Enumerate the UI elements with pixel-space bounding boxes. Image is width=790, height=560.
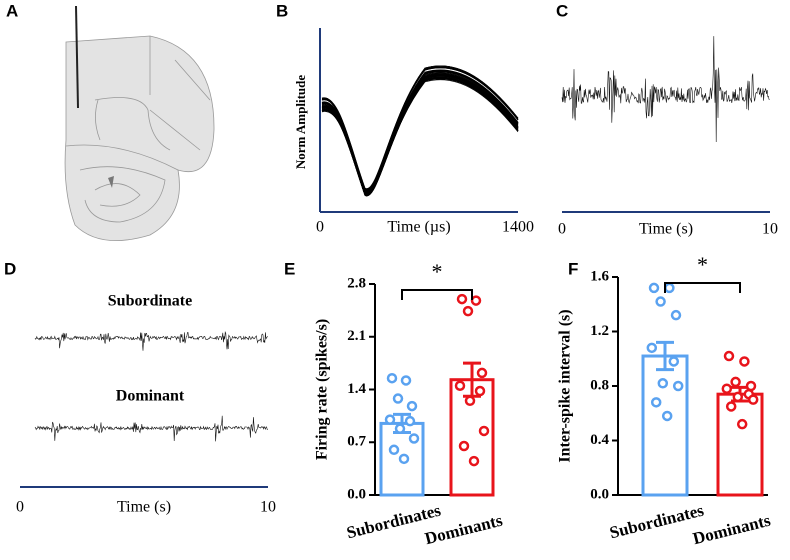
- y-tick-label: 1.2: [590, 323, 609, 339]
- data-point: [672, 380, 684, 392]
- data-point: [458, 440, 470, 452]
- y-axis-label: Firing rate (spikes/s): [314, 319, 331, 460]
- data-point: [657, 378, 669, 389]
- y-tick-label: 2.8: [347, 275, 366, 291]
- panel-label: D: [4, 259, 16, 278]
- trace: [34, 331, 268, 351]
- x-axis-label: Time (s): [639, 221, 693, 238]
- significance-label: *: [697, 252, 708, 277]
- data-point: [730, 376, 741, 388]
- data-point: [670, 309, 682, 321]
- data-point: [732, 391, 744, 403]
- data-point: [454, 380, 466, 391]
- y-tick-label: 0.0: [347, 486, 366, 502]
- x-tick-label: 10: [762, 221, 778, 238]
- panel-label: B: [276, 1, 288, 20]
- data-point: [736, 418, 748, 430]
- x-tick-label: 0: [558, 221, 566, 238]
- y-axis-label: Norm Amplitude: [293, 75, 308, 169]
- data-point: [388, 444, 400, 456]
- x-tick-label: 0: [16, 499, 24, 516]
- panel-label: E: [284, 259, 295, 278]
- data-point: [476, 367, 488, 379]
- data-point: [478, 425, 490, 437]
- brain-atlas: [64, 35, 215, 241]
- electrode: [75, 5, 79, 109]
- waveform: [321, 65, 519, 196]
- waveform: [321, 66, 519, 189]
- data-point: [462, 305, 474, 317]
- data-point: [400, 375, 412, 386]
- data-point: [470, 295, 482, 306]
- x-tick-label: 10: [260, 499, 276, 516]
- x-axis-label: Time (µs): [387, 219, 450, 236]
- data-point: [384, 414, 396, 425]
- data-point: [745, 380, 757, 392]
- x-axis-label: Time (s): [117, 499, 171, 516]
- data-point: [655, 296, 666, 307]
- y-tick-label: 1.4: [347, 381, 366, 397]
- data-point: [664, 282, 675, 294]
- data-point: [406, 400, 418, 412]
- data-point: [474, 385, 486, 397]
- x-tick-label: 1400: [502, 219, 534, 236]
- data-point: [725, 401, 737, 412]
- x-tick-label: 0: [316, 219, 324, 236]
- data-point: [398, 453, 410, 465]
- data-point: [404, 415, 416, 427]
- data-point: [456, 293, 468, 305]
- data-point: [394, 423, 406, 434]
- y-tick-label: 0.7: [347, 434, 366, 450]
- data-point: [661, 410, 673, 422]
- significance-bracket: [664, 282, 741, 293]
- trace-label: Subordinate: [108, 293, 192, 310]
- waveform: [321, 70, 519, 196]
- y-tick-label: 0.0: [590, 486, 609, 502]
- y-tick-label: 0.8: [590, 377, 609, 393]
- x-tick-label: Subordinates: [608, 500, 706, 542]
- panel-label: C: [556, 1, 568, 20]
- data-point: [739, 356, 750, 367]
- data-point: [408, 433, 420, 444]
- y-tick-label: 2.1: [347, 328, 366, 344]
- data-point: [668, 356, 680, 367]
- significance-label: *: [432, 259, 443, 284]
- bar: [641, 354, 689, 497]
- waveform: [321, 71, 519, 194]
- data-point: [648, 282, 660, 294]
- y-tick-label: 0.4: [590, 432, 609, 448]
- y-axis-label: Inter-spike interval (s): [557, 309, 574, 462]
- data-point: [646, 342, 658, 354]
- panel-label: A: [6, 1, 18, 20]
- y-tick-label: 1.6: [590, 268, 609, 284]
- data-point: [386, 372, 398, 384]
- data-point: [468, 455, 480, 467]
- error-bar: [656, 340, 674, 372]
- waveform: [321, 70, 519, 195]
- data-point: [392, 393, 404, 404]
- data-point: [747, 394, 759, 405]
- trace-label: Dominant: [116, 388, 185, 405]
- data-point: [650, 397, 662, 408]
- data-point: [721, 383, 733, 394]
- waveform: [321, 71, 519, 191]
- significance-bracket: [401, 289, 473, 300]
- trace: [561, 36, 770, 143]
- trace: [34, 415, 268, 442]
- data-point: [723, 350, 735, 362]
- panel-label: F: [568, 259, 578, 278]
- waveform: [321, 71, 519, 192]
- data-point: [464, 395, 476, 407]
- bar: [716, 392, 764, 497]
